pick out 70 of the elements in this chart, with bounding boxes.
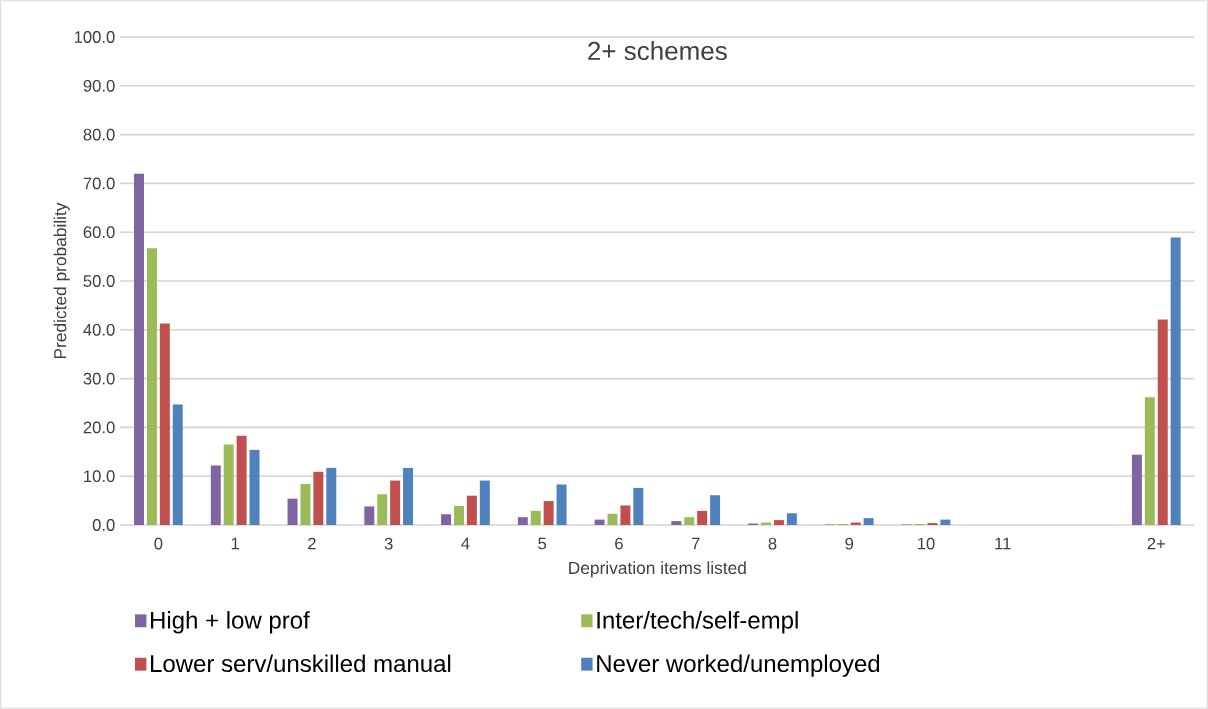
x-axis-title: Deprivation items listed bbox=[569, 561, 746, 578]
y-tick-label: 50.0 bbox=[83, 275, 115, 287]
chart-title: 2+ schemes bbox=[588, 41, 727, 61]
bar bbox=[313, 471, 324, 525]
bar bbox=[633, 487, 644, 525]
y-tick-label: 10.0 bbox=[84, 470, 115, 483]
bar bbox=[146, 248, 157, 525]
bar bbox=[159, 323, 170, 525]
bar bbox=[543, 501, 554, 525]
bar bbox=[530, 510, 541, 525]
bar bbox=[172, 404, 183, 525]
legend-label: Inter/tech/self-empl bbox=[597, 611, 798, 634]
bar bbox=[236, 435, 247, 525]
bar bbox=[249, 449, 260, 525]
y-tick-label: 80.0 bbox=[83, 128, 115, 141]
bar bbox=[300, 484, 311, 525]
x-tick-label: 6 bbox=[615, 537, 623, 550]
bar bbox=[1157, 319, 1168, 525]
x-tick-label: 11 bbox=[995, 537, 1011, 550]
y-tick-label: 70.0 bbox=[83, 177, 115, 190]
bar bbox=[556, 484, 567, 525]
y-tick-label: 40.0 bbox=[83, 323, 115, 336]
x-tick-label: 1 bbox=[231, 537, 239, 550]
bar bbox=[620, 505, 631, 525]
y-tick-label: 0.0 bbox=[92, 519, 115, 531]
bar bbox=[671, 521, 682, 525]
bar bbox=[223, 444, 234, 525]
y-tick-label: 60.0 bbox=[83, 226, 115, 239]
bar bbox=[517, 517, 528, 525]
y-tick-label: 100.0 bbox=[74, 31, 115, 43]
y-tick-label: 30.0 bbox=[83, 372, 115, 385]
bar bbox=[1170, 237, 1181, 525]
legend-label: High + low prof bbox=[151, 611, 310, 634]
bar bbox=[710, 495, 721, 525]
legend-label: Lower serv/unskilled manual bbox=[151, 654, 451, 673]
bar bbox=[287, 498, 298, 525]
x-tick-label: 4 bbox=[461, 537, 470, 550]
bar bbox=[403, 467, 414, 525]
bar bbox=[326, 467, 337, 525]
bar bbox=[479, 480, 490, 525]
bar bbox=[863, 518, 874, 525]
x-tick-label: 7 bbox=[691, 537, 700, 550]
x-tick-label: 0 bbox=[154, 537, 163, 550]
bar bbox=[377, 494, 388, 525]
x-tick-label: 2+ bbox=[1147, 537, 1165, 550]
bar bbox=[594, 519, 605, 525]
bar bbox=[786, 513, 797, 525]
x-tick-label: 8 bbox=[768, 537, 777, 550]
x-tick-label: 9 bbox=[845, 537, 854, 550]
bar bbox=[364, 506, 375, 525]
x-tick-label: 3 bbox=[384, 537, 393, 550]
bar bbox=[1131, 454, 1142, 525]
x-tick-label: 5 bbox=[538, 537, 547, 550]
bar bbox=[773, 520, 784, 525]
y-tick-label: 20.0 bbox=[83, 421, 115, 434]
y-axis-title: Predicted probability bbox=[53, 202, 70, 359]
bar bbox=[1144, 397, 1155, 525]
bar bbox=[697, 510, 708, 525]
bar bbox=[684, 517, 695, 525]
x-tick-label: 10 bbox=[918, 537, 935, 550]
legend-label: Never worked/unemployed bbox=[597, 654, 880, 677]
bar bbox=[441, 514, 452, 525]
bar bbox=[134, 173, 145, 525]
bar bbox=[453, 505, 464, 525]
y-tick-label: 90.0 bbox=[83, 79, 115, 92]
x-tick-label: 2 bbox=[308, 537, 316, 550]
bar bbox=[210, 465, 221, 525]
bar bbox=[390, 480, 401, 525]
bar bbox=[940, 519, 951, 525]
bar bbox=[466, 495, 477, 525]
